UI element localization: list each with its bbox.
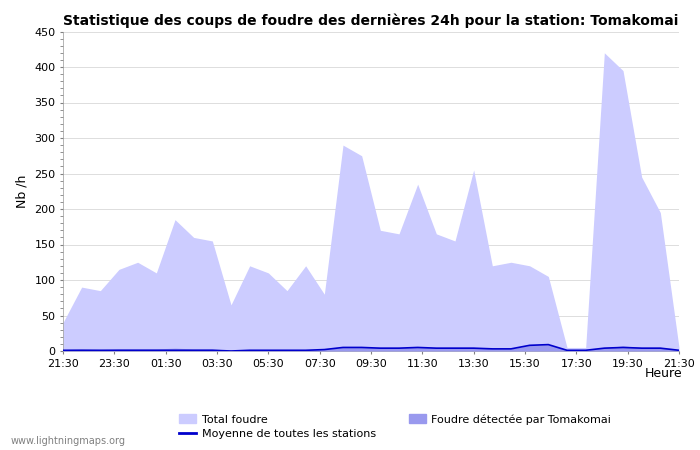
Y-axis label: Nb /h: Nb /h: [15, 175, 29, 208]
Legend: Total foudre, Moyenne de toutes les stations, Foudre détectée par Tomakomai: Total foudre, Moyenne de toutes les stat…: [179, 414, 611, 440]
Text: Heure: Heure: [645, 367, 682, 380]
Text: www.lightningmaps.org: www.lightningmaps.org: [10, 436, 125, 446]
Title: Statistique des coups de foudre des dernières 24h pour la station: Tomakomai: Statistique des coups de foudre des dern…: [63, 13, 679, 27]
